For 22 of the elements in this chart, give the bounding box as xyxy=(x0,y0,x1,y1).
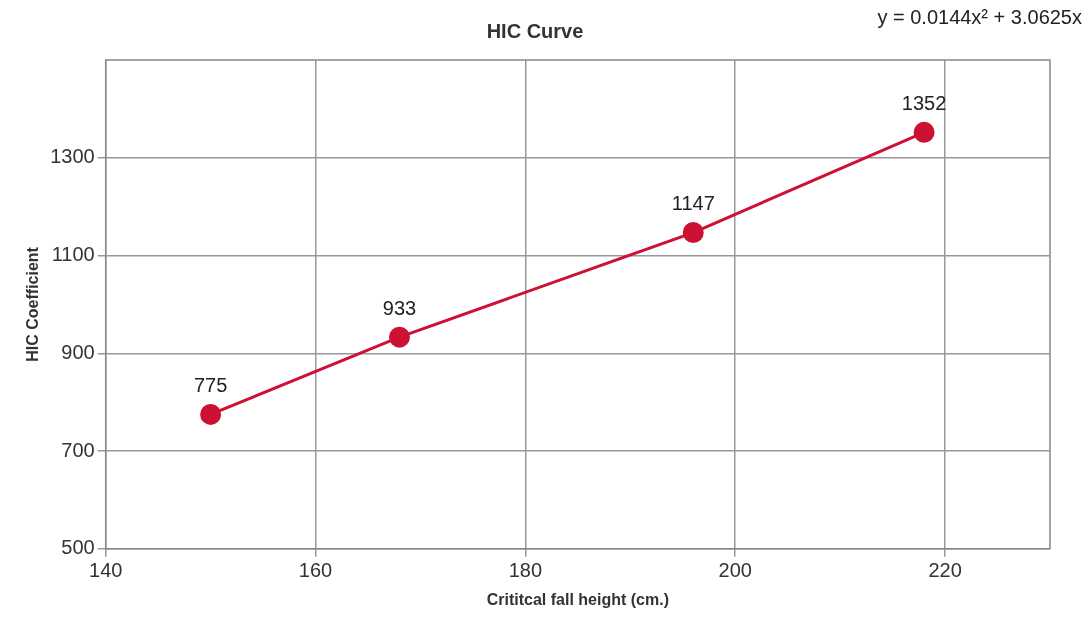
y-axis-title: HIC Coefficient xyxy=(24,246,42,362)
y-tick-label: 1100 xyxy=(51,243,95,266)
y-tick-label: 1300 xyxy=(50,145,95,168)
point xyxy=(200,403,222,425)
x-tick-label: 200 xyxy=(718,559,752,582)
x-tick-label: 140 xyxy=(89,559,123,582)
y-tick-label: 900 xyxy=(61,340,95,363)
text: y = 0.0144x² + 3.0625x xyxy=(877,6,1082,29)
x-axis-title: Crititcal fall height (cm.) xyxy=(486,590,669,608)
x-tick-label: 220 xyxy=(928,559,962,582)
point xyxy=(682,222,704,244)
y-tick-label: 700 xyxy=(61,438,95,461)
point xyxy=(913,121,935,143)
x-tick-label: 180 xyxy=(508,559,543,582)
data-label: 933 xyxy=(382,296,417,319)
data-label: 775 xyxy=(193,373,228,396)
data-label: 1147 xyxy=(671,192,715,215)
data-label: 1352 xyxy=(901,91,947,114)
y-tick-label: 500 xyxy=(61,536,95,559)
x-tick-label: 160 xyxy=(298,559,333,582)
chart-title: HIC Curve xyxy=(486,19,584,42)
point xyxy=(388,326,410,348)
